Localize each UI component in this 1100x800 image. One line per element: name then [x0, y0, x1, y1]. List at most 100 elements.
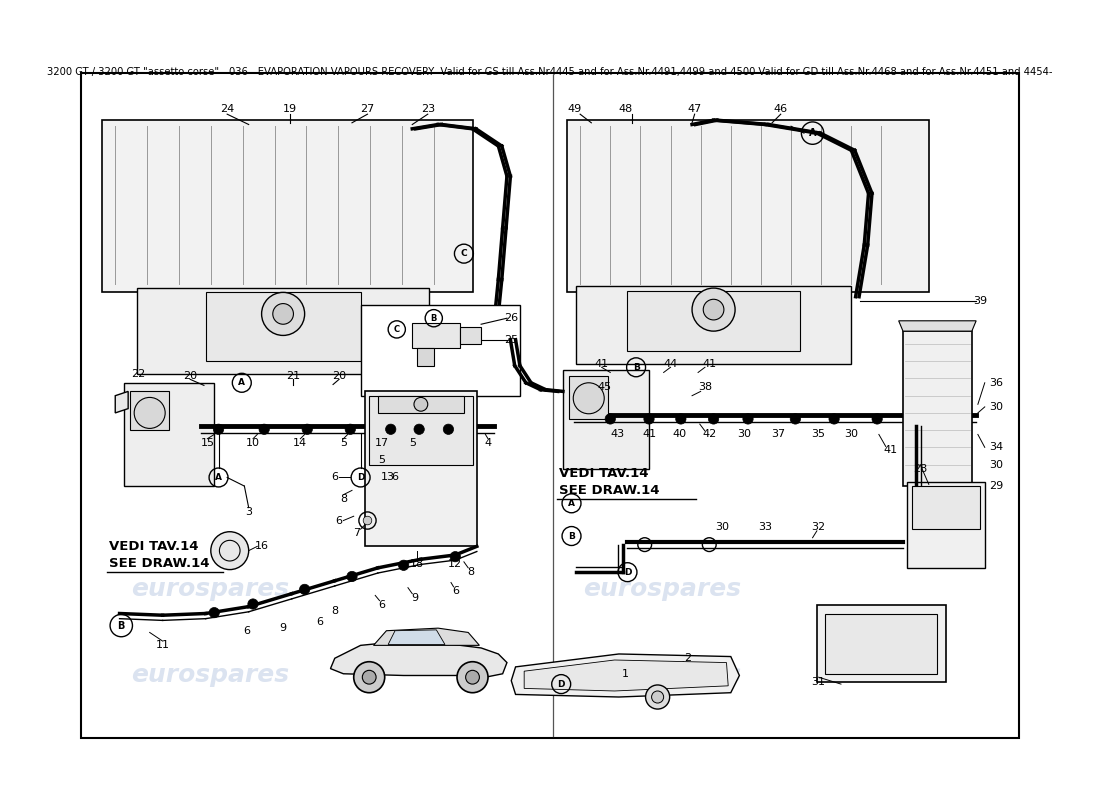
Text: 33: 33 — [758, 522, 772, 533]
Circle shape — [211, 532, 249, 570]
Circle shape — [398, 560, 409, 570]
Circle shape — [213, 424, 223, 434]
Text: 40: 40 — [672, 430, 686, 439]
Circle shape — [790, 414, 801, 424]
Polygon shape — [374, 628, 480, 646]
Text: 23: 23 — [420, 104, 434, 114]
Bar — [365, 391, 476, 546]
Text: 44: 44 — [663, 359, 678, 369]
Text: 14: 14 — [294, 438, 307, 448]
Polygon shape — [388, 630, 446, 645]
Text: 36: 36 — [989, 378, 1003, 388]
Circle shape — [273, 303, 294, 324]
Text: 19: 19 — [283, 104, 297, 114]
Text: 9: 9 — [279, 623, 287, 633]
Polygon shape — [899, 321, 976, 331]
Text: 41: 41 — [595, 359, 608, 369]
Text: 9: 9 — [411, 593, 418, 603]
Text: D: D — [558, 680, 565, 689]
Text: SEE DRAW.14: SEE DRAW.14 — [109, 557, 210, 570]
Circle shape — [443, 424, 453, 434]
Bar — [575, 286, 851, 364]
Text: 8: 8 — [468, 567, 474, 577]
Text: 31: 31 — [812, 678, 826, 687]
Circle shape — [299, 584, 310, 594]
Text: SEE DRAW.14: SEE DRAW.14 — [559, 484, 659, 497]
Text: 41: 41 — [702, 359, 716, 369]
Text: 6: 6 — [316, 617, 322, 627]
Text: eurospares: eurospares — [131, 578, 289, 602]
Text: D: D — [624, 568, 631, 577]
Bar — [817, 605, 946, 682]
Circle shape — [708, 414, 718, 424]
Text: 43: 43 — [610, 430, 624, 439]
Text: 5: 5 — [340, 438, 346, 448]
Text: A: A — [808, 128, 816, 138]
Circle shape — [692, 288, 735, 331]
Bar — [377, 396, 464, 413]
Circle shape — [646, 685, 670, 709]
Bar — [361, 306, 520, 396]
Circle shape — [573, 382, 604, 414]
Text: 48: 48 — [618, 104, 632, 114]
Circle shape — [675, 414, 686, 424]
Text: 1: 1 — [623, 669, 629, 678]
Text: A: A — [216, 473, 222, 482]
Text: 20: 20 — [183, 371, 197, 381]
Circle shape — [134, 398, 165, 429]
Circle shape — [414, 424, 425, 434]
Text: 3200 GT / 3200 GT "assetto corse" - 036 - EVAPORATION VAPOURS RECOVERY -Valid fo: 3200 GT / 3200 GT "assetto corse" - 036 … — [47, 67, 1053, 77]
Bar — [569, 376, 607, 419]
Bar — [130, 391, 168, 430]
Circle shape — [872, 414, 882, 424]
Circle shape — [258, 424, 270, 434]
Text: 11: 11 — [155, 640, 169, 650]
Text: 35: 35 — [812, 430, 826, 439]
Text: 3: 3 — [245, 507, 252, 517]
Text: 38: 38 — [697, 382, 712, 392]
Circle shape — [248, 599, 258, 610]
Text: 20: 20 — [332, 371, 346, 381]
Text: 17: 17 — [375, 438, 389, 448]
Circle shape — [456, 662, 488, 693]
Text: 30: 30 — [989, 402, 1003, 412]
Circle shape — [345, 424, 355, 434]
Circle shape — [363, 516, 372, 525]
Text: VEDI TAV.14: VEDI TAV.14 — [559, 466, 648, 480]
Text: 30: 30 — [737, 430, 750, 439]
Text: 6: 6 — [378, 600, 386, 610]
Text: 6: 6 — [392, 473, 398, 482]
Text: 25: 25 — [504, 334, 518, 345]
Text: 26: 26 — [504, 314, 518, 323]
Text: B: B — [118, 621, 125, 630]
Bar — [825, 614, 937, 674]
Text: 6: 6 — [243, 626, 251, 636]
Text: 13: 13 — [381, 473, 395, 482]
Text: B: B — [568, 531, 575, 541]
Circle shape — [302, 424, 312, 434]
Text: 41: 41 — [642, 430, 656, 439]
Text: 42: 42 — [702, 430, 716, 439]
Text: 8: 8 — [331, 606, 339, 616]
Text: 6: 6 — [336, 515, 342, 526]
Text: 22: 22 — [131, 369, 145, 379]
Circle shape — [742, 414, 754, 424]
Circle shape — [414, 398, 428, 411]
Text: eurospares: eurospares — [583, 578, 741, 602]
Text: 8: 8 — [340, 494, 346, 504]
Bar — [206, 292, 361, 362]
Circle shape — [346, 571, 358, 582]
Text: 12: 12 — [448, 558, 462, 569]
Text: 34: 34 — [989, 442, 1003, 452]
Circle shape — [605, 414, 615, 424]
Text: 5: 5 — [378, 455, 386, 466]
Text: 16: 16 — [254, 542, 268, 551]
Text: 47: 47 — [688, 104, 702, 114]
Text: D: D — [356, 473, 364, 482]
Text: eurospares: eurospares — [583, 663, 741, 687]
Text: B: B — [632, 362, 639, 372]
Bar — [903, 331, 971, 486]
Text: 18: 18 — [409, 558, 424, 569]
Bar — [908, 482, 985, 568]
Text: 2: 2 — [684, 654, 691, 663]
